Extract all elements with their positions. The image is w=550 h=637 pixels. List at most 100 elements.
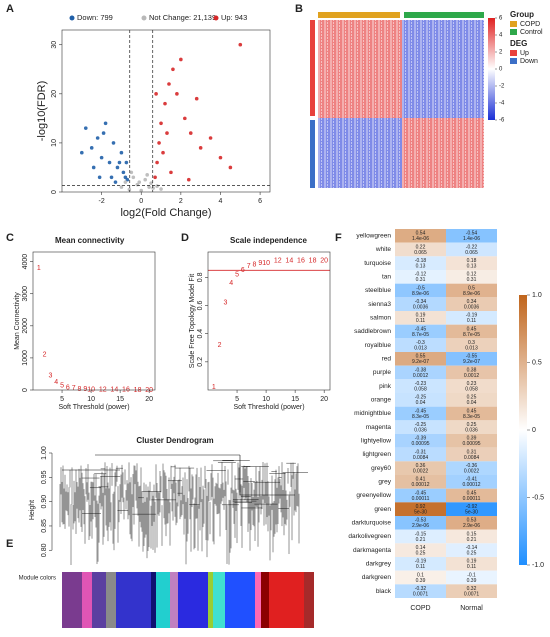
x-axis-label: log2(Fold Change) bbox=[120, 207, 211, 219]
y-tick-label: 0.4 bbox=[197, 329, 204, 339]
row-label: grey bbox=[378, 479, 391, 486]
cell-value: 0.14 bbox=[416, 545, 426, 551]
cell-p: 8.9e-06 bbox=[463, 291, 480, 297]
point bbox=[111, 141, 116, 145]
module-color bbox=[170, 572, 178, 628]
deg-bar bbox=[310, 120, 315, 188]
point bbox=[103, 121, 108, 126]
legend-title: DEG bbox=[510, 39, 527, 48]
colors-label: Module colors bbox=[19, 576, 56, 582]
cell-p: 8.7e-05 bbox=[463, 332, 480, 338]
cell-value: 0.18 bbox=[467, 258, 477, 264]
cell bbox=[395, 242, 446, 257]
colorbar-label: -1.0 bbox=[532, 562, 544, 569]
cell-value: 0.5 bbox=[468, 285, 475, 291]
point bbox=[109, 175, 114, 180]
point bbox=[188, 131, 193, 135]
colorbar-label: 0 bbox=[532, 427, 536, 434]
cell-value: -0.34 bbox=[415, 299, 427, 305]
module-color bbox=[116, 572, 151, 628]
point bbox=[155, 160, 159, 165]
point bbox=[179, 57, 183, 62]
cell-p: 0.00012 bbox=[411, 482, 429, 488]
y-tick-label: 0.8 bbox=[197, 272, 204, 282]
cell bbox=[446, 256, 497, 270]
y-tick-label: 0.6 bbox=[197, 301, 204, 311]
cell-value: -0.53 bbox=[415, 518, 427, 524]
cell-p: 5e-30 bbox=[414, 510, 427, 516]
cell bbox=[395, 461, 446, 475]
row-label: salmon bbox=[370, 315, 391, 322]
point bbox=[228, 165, 233, 170]
cell bbox=[446, 543, 497, 557]
chart-title: Mean connectivity bbox=[55, 236, 125, 245]
cell-value: -0.25 bbox=[415, 395, 427, 401]
cell bbox=[395, 529, 446, 544]
heatmap-texture bbox=[402, 118, 484, 188]
cell-value: 0.19 bbox=[416, 313, 426, 319]
colorbar-label: 6 bbox=[499, 16, 503, 22]
point bbox=[83, 126, 88, 130]
cell bbox=[395, 297, 446, 311]
colorbar-label: -6 bbox=[499, 118, 505, 124]
chart-title: Scale independence bbox=[230, 236, 307, 245]
row-label: purple bbox=[373, 369, 391, 376]
cell-p: 0.00095 bbox=[411, 441, 429, 447]
cell-p: 0.04 bbox=[467, 400, 477, 406]
module-color bbox=[92, 572, 106, 628]
point bbox=[147, 185, 151, 189]
panel-label: B bbox=[295, 3, 303, 15]
point bbox=[165, 131, 169, 135]
cell-value: 0.25 bbox=[467, 395, 477, 401]
cell bbox=[446, 475, 497, 489]
cell-p: 2.9e-06 bbox=[412, 523, 429, 529]
cell-value: -0.22 bbox=[466, 244, 478, 250]
cell bbox=[395, 434, 446, 448]
cell-p: 0.11 bbox=[416, 564, 426, 570]
row-label: steelblue bbox=[365, 287, 391, 294]
legend-swatch bbox=[510, 50, 517, 56]
point bbox=[155, 184, 159, 188]
y-tick-label: 0.80 bbox=[41, 543, 48, 557]
point bbox=[99, 155, 104, 160]
module-color bbox=[208, 572, 213, 628]
panel-label: C bbox=[6, 232, 14, 244]
point-label: 2 bbox=[43, 352, 47, 359]
cell-value: 0.55 bbox=[416, 354, 426, 360]
point-label: 1 bbox=[37, 265, 41, 272]
chart-title: Cluster Dendrogram bbox=[136, 436, 213, 445]
cell-p: 0.39 bbox=[416, 578, 426, 584]
x-tick-label: 6 bbox=[258, 198, 262, 205]
cell-p: 0.0022 bbox=[464, 469, 480, 475]
cell bbox=[446, 229, 497, 243]
point-label: 9 bbox=[258, 260, 262, 267]
point bbox=[131, 175, 136, 180]
point bbox=[125, 177, 130, 182]
cell-value: 0.53 bbox=[467, 518, 477, 524]
row-label: magenta bbox=[366, 424, 392, 431]
legend-swatch bbox=[213, 15, 219, 21]
point-label: 8 bbox=[78, 386, 82, 393]
cell-value: -0.1 bbox=[467, 572, 476, 578]
point-label: 7 bbox=[247, 263, 251, 270]
cell-value: 0.36 bbox=[416, 463, 426, 469]
point bbox=[80, 150, 84, 155]
cell-p: 0.036 bbox=[414, 428, 427, 434]
colorbar-label: 0.5 bbox=[532, 359, 542, 366]
row-label: darkolivegreen bbox=[348, 533, 391, 540]
cell bbox=[395, 584, 446, 598]
cell-p: 0.0012 bbox=[413, 373, 429, 379]
cell bbox=[395, 447, 446, 462]
y-tick-label: 0.95 bbox=[41, 470, 48, 484]
cell-value: 0.12 bbox=[467, 272, 477, 278]
cell-p: 2.9e-06 bbox=[463, 523, 480, 529]
row-label: orange bbox=[371, 397, 392, 404]
cell-value: -0.92 bbox=[466, 504, 478, 510]
cell-value: -0.54 bbox=[466, 231, 478, 237]
cell-value: -0.45 bbox=[415, 326, 427, 332]
point bbox=[175, 92, 179, 96]
cell-value: -0.14 bbox=[466, 545, 478, 551]
column-label: Normal bbox=[460, 605, 483, 612]
cell-p: 0.0084 bbox=[413, 455, 429, 461]
cell-p: 9.2e-07 bbox=[412, 359, 429, 365]
